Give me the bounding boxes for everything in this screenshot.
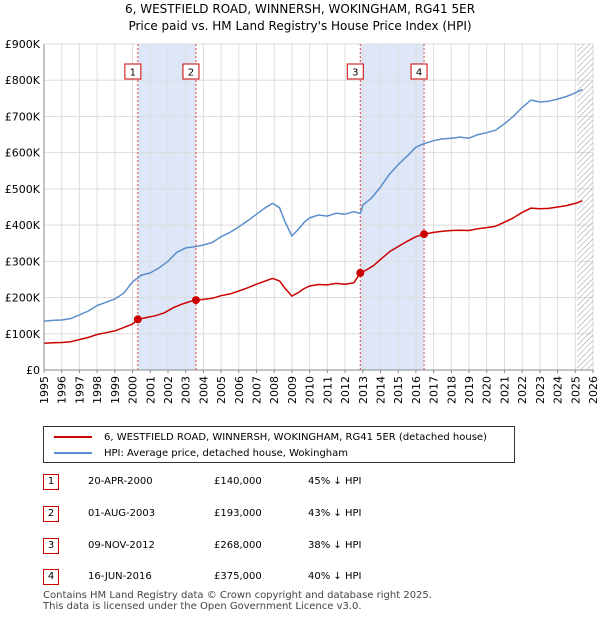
legend-item-price: 6, WESTFIELD ROAD, WINNERSH, WOKINGHAM, … — [44, 429, 487, 445]
sale-number-box — [124, 63, 142, 80]
x-tick-label: 2001 — [144, 376, 157, 404]
x-tick-label: 2009 — [286, 376, 299, 404]
sale-number-label: 4 — [416, 68, 422, 79]
x-tick-label: 2002 — [162, 376, 175, 404]
sale-number-label: 3 — [352, 68, 358, 79]
legend-label-hpi: HPI: Average price, detached house, Woki… — [104, 447, 348, 459]
y-tick-label: £100K — [5, 328, 41, 341]
legend-swatch-price — [54, 436, 92, 438]
price-paid-line — [43, 200, 583, 344]
sale-number-box — [346, 63, 364, 80]
legend-label-price: 6, WESTFIELD ROAD, WINNERSH, WOKINGHAM, … — [104, 431, 487, 443]
forecast-hatch-region — [577, 44, 593, 370]
x-tick-label: 2016 — [410, 376, 423, 404]
sale-point — [133, 315, 142, 324]
sale-price: £375,000 — [214, 571, 262, 582]
y-tick-label: £900K — [5, 38, 41, 51]
x-tick-label: 1995 — [38, 376, 51, 404]
x-tick-label: 2020 — [481, 376, 494, 404]
x-tick-label: 1998 — [91, 376, 104, 404]
sale-number-badge: 2 — [43, 506, 59, 522]
sale-row: 4 16-JUN-2016 £375,000 40% ↓ HPI — [0, 567, 600, 587]
hpi-line — [43, 88, 583, 322]
y-tick-label: £500K — [5, 183, 41, 196]
sale-point — [191, 296, 200, 305]
x-tick-label: 2018 — [445, 376, 458, 404]
sale-point — [420, 230, 429, 239]
y-tick-label: £600K — [5, 147, 41, 160]
x-tick-label: 2007 — [251, 376, 264, 404]
x-tick-label: 2000 — [127, 376, 140, 404]
x-tick-label: 2010 — [304, 376, 317, 404]
sale-number-badge: 1 — [43, 474, 59, 490]
y-tick-label: £200K — [5, 292, 41, 305]
legend-item-hpi: HPI: Average price, detached house, Woki… — [44, 445, 348, 461]
sale-price: £140,000 — [214, 476, 262, 487]
x-tick-label: 1996 — [56, 376, 69, 404]
sale-price: £268,000 — [214, 540, 262, 551]
sale-row: 2 01-AUG-2003 £193,000 43% ↓ HPI — [0, 504, 600, 524]
legend: 6, WESTFIELD ROAD, WINNERSH, WOKINGHAM, … — [43, 426, 515, 463]
sale-hpi-diff: 45% ↓ HPI — [308, 476, 362, 487]
x-tick-label: 2011 — [321, 376, 334, 404]
sale-row: 1 20-APR-2000 £140,000 45% ↓ HPI — [0, 472, 600, 492]
x-tick-label: 2003 — [180, 376, 193, 404]
y-tick-label: £800K — [5, 74, 41, 87]
y-tick-label: £400K — [5, 219, 41, 232]
x-tick-label: 2022 — [516, 376, 529, 404]
holding-period-shade — [360, 44, 425, 370]
x-tick-label: 2008 — [268, 376, 281, 404]
y-tick-label: £700K — [5, 110, 41, 123]
x-tick-label: 2014 — [374, 376, 387, 404]
y-tick-label: £0 — [26, 364, 40, 377]
x-tick-label: 1997 — [73, 376, 86, 404]
sale-date: 09-NOV-2012 — [88, 540, 155, 551]
chart-title: 6, WESTFIELD ROAD, WINNERSH, WOKINGHAM, … — [124, 2, 476, 16]
sale-date: 16-JUN-2016 — [88, 571, 152, 582]
x-tick-label: 2026 — [587, 376, 600, 404]
price-chart: 1 2 3 4 £0 £100K £200K £300K £400K £500K £600K £70… — [5, 38, 600, 404]
x-tick-label: 2015 — [392, 376, 405, 404]
x-tick-label: 2023 — [534, 376, 547, 404]
y-tick-label: £300K — [5, 255, 41, 268]
sale-hpi-diff: 38% ↓ HPI — [308, 540, 362, 551]
x-tick-label: 2005 — [215, 376, 228, 404]
sale-number-label: 2 — [188, 68, 194, 79]
chart-subtitle: Price paid vs. HM Land Registry's House … — [128, 19, 472, 33]
x-tick-label: 2025 — [569, 376, 582, 404]
footer-licence: This data is licensed under the Open Gov… — [43, 601, 362, 612]
x-tick-label: 2012 — [339, 376, 352, 404]
sale-hpi-diff: 43% ↓ HPI — [308, 508, 362, 519]
sale-number-badge: 3 — [43, 538, 59, 554]
x-tick-label: 2017 — [428, 376, 441, 404]
sale-point — [356, 268, 365, 277]
sale-number-label: 1 — [130, 68, 136, 79]
x-tick-label: 2013 — [357, 376, 370, 404]
sale-price: £193,000 — [214, 508, 262, 519]
holding-period-shade — [137, 44, 196, 370]
sale-row: 3 09-NOV-2012 £268,000 38% ↓ HPI — [0, 536, 600, 556]
footer-copyright: Contains HM Land Registry data © Crown c… — [43, 590, 432, 601]
x-tick-label: 2024 — [552, 376, 565, 404]
sale-number-badge: 4 — [43, 569, 59, 585]
x-tick-label: 2006 — [233, 376, 246, 404]
legend-swatch-hpi — [54, 452, 92, 454]
sale-date: 20-APR-2000 — [88, 476, 153, 487]
sale-hpi-diff: 40% ↓ HPI — [308, 571, 362, 582]
x-tick-label: 2021 — [498, 376, 511, 404]
x-tick-label: 2019 — [463, 376, 476, 404]
x-tick-label: 2004 — [197, 376, 210, 404]
sale-number-box — [182, 63, 200, 80]
sale-number-box — [410, 63, 428, 80]
sale-date: 01-AUG-2003 — [88, 508, 156, 519]
x-tick-label: 1999 — [109, 376, 122, 404]
